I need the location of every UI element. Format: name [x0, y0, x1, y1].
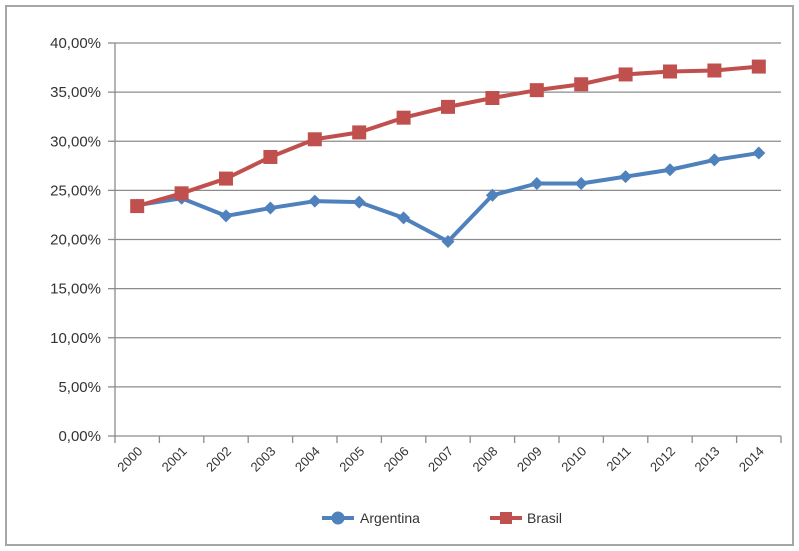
- legend: Argentina Brasil: [322, 510, 562, 526]
- data-point: [441, 234, 455, 248]
- legend-item-argentina: Argentina: [322, 510, 420, 526]
- y-tick-label: 0,00%: [58, 428, 101, 445]
- y-tick-label: 5,00%: [58, 379, 101, 396]
- data-point: [619, 170, 633, 184]
- data-point: [263, 149, 278, 164]
- y-tick-label: 30,00%: [50, 133, 101, 150]
- legend-item-brasil: Brasil: [490, 510, 562, 526]
- data-point: [574, 176, 588, 190]
- x-tick-label: 2006: [381, 444, 412, 475]
- data-point: [308, 194, 322, 208]
- x-tick-label: 2001: [159, 444, 190, 475]
- data-point: [219, 209, 233, 223]
- series-line: [136, 151, 760, 244]
- series-brasil: [130, 59, 766, 214]
- data-point: [530, 176, 544, 190]
- y-tick-label: 25,00%: [50, 182, 101, 199]
- x-tick-label: 2005: [336, 444, 367, 475]
- data-point: [663, 163, 677, 177]
- data-point: [130, 199, 145, 214]
- x-tick-label: 2011: [603, 444, 633, 474]
- x-tick-label: 2004: [292, 444, 323, 475]
- x-tick-label: 2014: [736, 444, 767, 475]
- data-point: [263, 201, 277, 215]
- legend-label: Brasil: [527, 510, 562, 526]
- data-point: [574, 77, 589, 92]
- x-tick-label: 2008: [469, 444, 500, 475]
- x-tick-label: 2012: [647, 444, 678, 475]
- data-point: [707, 153, 721, 167]
- data-point: [174, 186, 189, 201]
- data-point: [485, 188, 499, 202]
- y-tick-label: 40,00%: [50, 35, 101, 52]
- legend-label: Argentina: [360, 510, 420, 526]
- data-point: [219, 171, 233, 186]
- x-tick-label: 2013: [691, 444, 722, 475]
- data-point: [752, 146, 766, 160]
- x-tick-label: 2002: [203, 444, 234, 475]
- gridlines: [115, 42, 781, 388]
- x-tick-label: 2009: [514, 444, 545, 475]
- data-point: [352, 195, 366, 209]
- data-point: [397, 211, 411, 225]
- data-point: [663, 64, 677, 79]
- chart-frame: [5, 5, 794, 546]
- legend-marker: [331, 511, 345, 525]
- series-layer: [130, 59, 766, 248]
- axes: 0,00% 5,00% 10,00% 15,00% 20,00% 25,00% 30,00%…: [50, 35, 782, 475]
- y-tick-label: 15,00%: [50, 281, 101, 298]
- y-tick-label: 10,00%: [50, 330, 101, 347]
- data-point: [618, 67, 633, 82]
- data-point: [529, 83, 544, 98]
- data-point: [707, 63, 722, 78]
- data-point: [352, 125, 367, 140]
- data-point: [307, 132, 322, 147]
- data-point: [396, 110, 411, 125]
- series-argentina: [130, 146, 766, 248]
- data-point: [485, 91, 500, 106]
- data-point: [441, 99, 455, 114]
- x-tick-label: 2007: [425, 444, 456, 475]
- y-tick-label: 20,00%: [50, 232, 101, 249]
- legend-marker: [500, 512, 512, 524]
- x-tick-label: 2000: [114, 444, 145, 475]
- data-point: [751, 59, 766, 74]
- x-tick-label: 2003: [247, 444, 278, 475]
- x-tick-label: 2010: [558, 444, 589, 475]
- y-tick-label: 35,00%: [50, 84, 101, 101]
